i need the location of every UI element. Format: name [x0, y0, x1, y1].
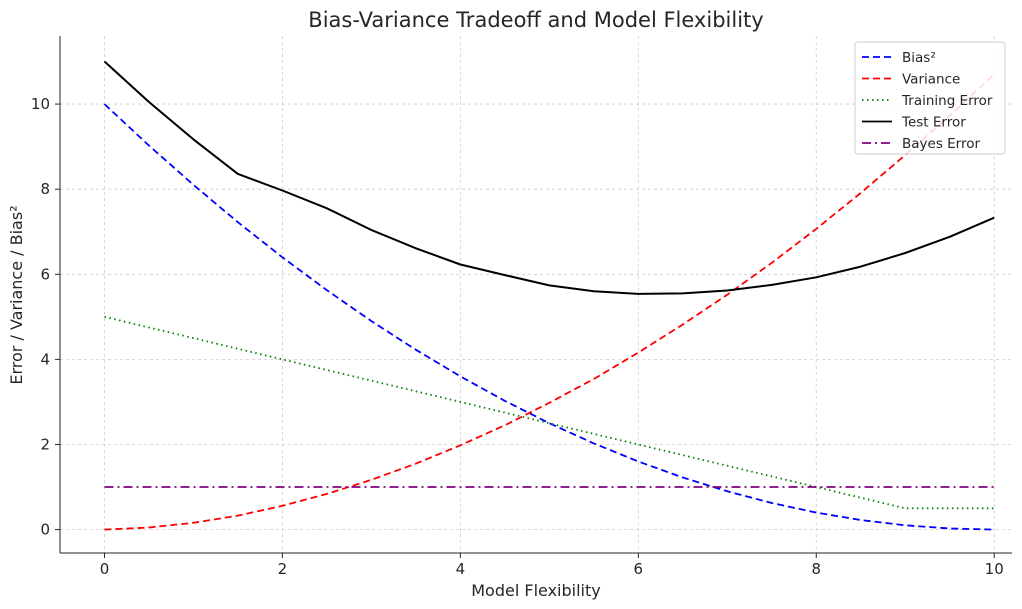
grid — [60, 36, 1012, 553]
x-tick-label: 4 — [456, 560, 466, 578]
legend-label-test-error: Test Error — [901, 115, 966, 131]
x-ticks: 0 2 4 6 8 10 — [100, 553, 1004, 578]
x-tick-label: 0 — [100, 560, 110, 578]
series-line-bias2 — [103, 103, 995, 531]
y-tick-label: 0 — [40, 521, 50, 539]
x-tick-label: 2 — [278, 560, 288, 578]
legend-label-training-error: Training Error — [901, 93, 993, 109]
series-line-test-error — [103, 60, 995, 295]
series-line-training-error — [104, 315, 995, 510]
plot-series — [103, 60, 995, 531]
x-axis-label: Model Flexibility — [471, 581, 600, 600]
y-tick-label: 8 — [40, 180, 50, 198]
legend-label-variance: Variance — [902, 72, 960, 88]
series-line-variance — [104, 73, 995, 531]
y-ticks: 0 2 4 6 8 10 — [31, 95, 60, 539]
y-tick-label: 2 — [40, 435, 50, 453]
y-tick-label: 4 — [40, 350, 50, 368]
legend-box — [854, 41, 1006, 155]
axes — [59, 36, 1012, 554]
x-tick-label: 6 — [634, 560, 644, 578]
y-axis-label: Error / Variance / Bias² — [7, 205, 26, 384]
x-tick-label: 10 — [985, 560, 1004, 578]
legend-label-bayes-error: Bayes Error — [902, 136, 981, 152]
y-tick-label: 10 — [31, 95, 50, 113]
legend: Bias² Variance Training Error Test Error Bay… — [854, 41, 1006, 155]
legend-label-bias2: Bias² — [902, 50, 936, 66]
chart-title: Bias-Variance Tradeoff and Model Flexibi… — [308, 8, 763, 32]
x-tick-label: 8 — [811, 560, 821, 578]
y-tick-label: 6 — [40, 265, 50, 283]
